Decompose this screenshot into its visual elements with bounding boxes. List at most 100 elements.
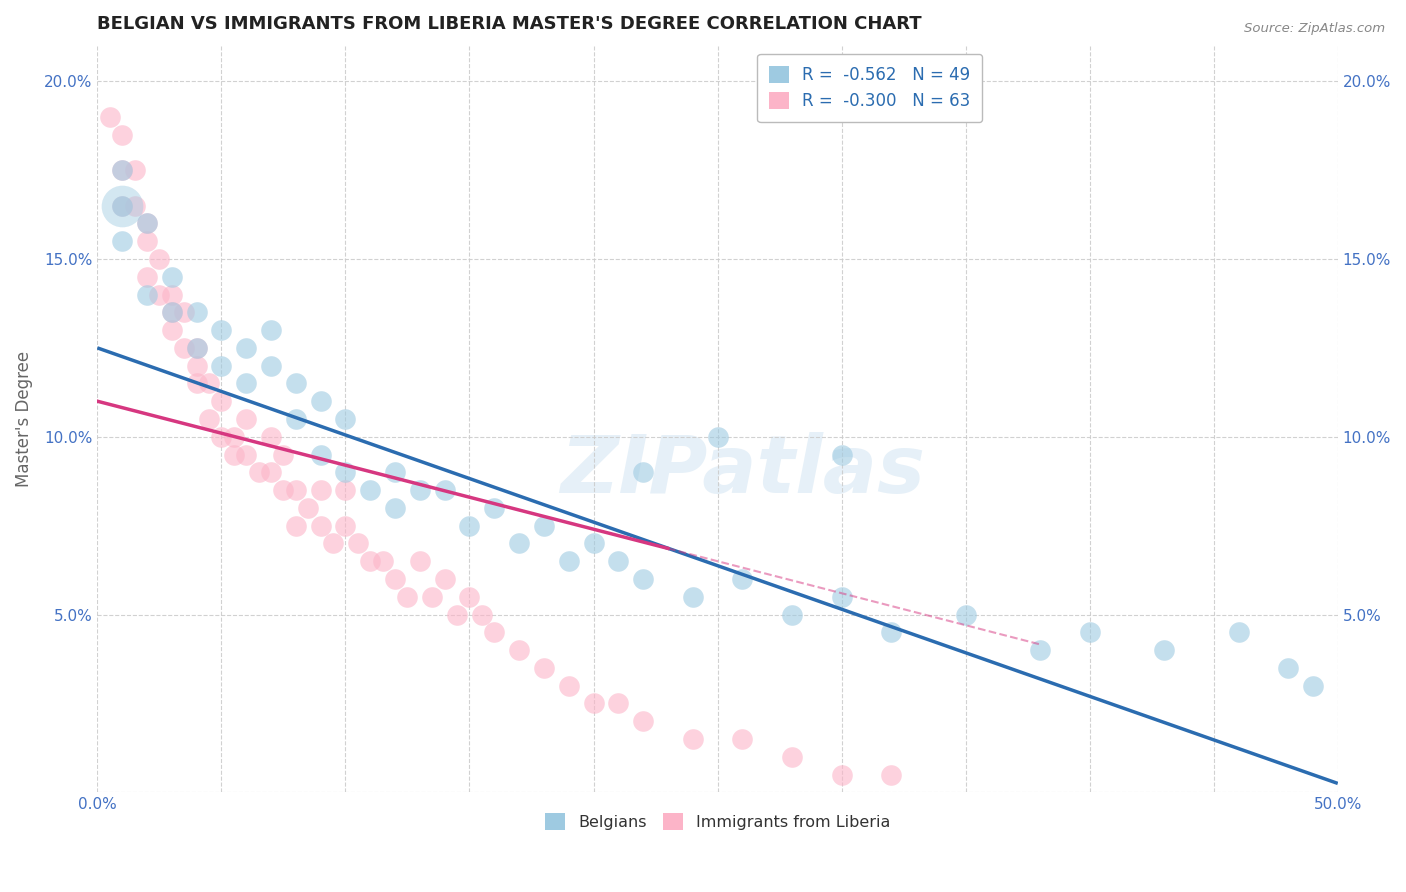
Text: BELGIAN VS IMMIGRANTS FROM LIBERIA MASTER'S DEGREE CORRELATION CHART: BELGIAN VS IMMIGRANTS FROM LIBERIA MASTE… [97, 15, 922, 33]
Point [335, 466, 357, 480]
Point [706, 430, 728, 444]
Point [880, 625, 903, 640]
Point [160, 323, 183, 337]
Point [309, 518, 332, 533]
Point [309, 394, 332, 409]
Text: Source: ZipAtlas.com: Source: ZipAtlas.com [1244, 22, 1385, 36]
Point [631, 572, 654, 586]
Point [186, 341, 208, 355]
Point [186, 359, 208, 373]
Point [136, 287, 159, 301]
Point [731, 572, 754, 586]
Point [371, 554, 394, 568]
Point [235, 341, 257, 355]
Point [557, 554, 579, 568]
Point [682, 590, 704, 604]
Point [1227, 625, 1250, 640]
Point [682, 731, 704, 746]
Point [160, 287, 183, 301]
Point [111, 234, 134, 248]
Point [273, 483, 295, 497]
Point [335, 412, 357, 426]
Point [508, 536, 530, 550]
Point [582, 697, 605, 711]
Point [607, 697, 630, 711]
Point [533, 661, 555, 675]
Point [1078, 625, 1101, 640]
Point [1153, 643, 1175, 657]
Point [173, 305, 195, 319]
Point [198, 412, 221, 426]
Point [396, 590, 419, 604]
Point [484, 625, 506, 640]
Point [433, 572, 456, 586]
Point [297, 500, 319, 515]
Point [160, 269, 183, 284]
Point [111, 199, 134, 213]
Point [260, 466, 283, 480]
Point [335, 518, 357, 533]
Point [260, 323, 283, 337]
Point [284, 518, 307, 533]
Point [198, 376, 221, 391]
Point [186, 376, 208, 391]
Point [209, 359, 232, 373]
Point [111, 128, 134, 142]
Point [260, 430, 283, 444]
Point [98, 110, 121, 124]
Point [235, 412, 257, 426]
Point [359, 554, 381, 568]
Y-axis label: Master's Degree: Master's Degree [15, 351, 32, 487]
Point [136, 269, 159, 284]
Point [533, 518, 555, 533]
Point [831, 448, 853, 462]
Text: ZIPatlas: ZIPatlas [560, 433, 925, 510]
Legend: Belgians, Immigrants from Liberia: Belgians, Immigrants from Liberia [538, 806, 897, 837]
Point [409, 554, 432, 568]
Point [160, 305, 183, 319]
Point [235, 376, 257, 391]
Point [260, 359, 283, 373]
Point [247, 466, 270, 480]
Point [484, 500, 506, 515]
Point [222, 448, 245, 462]
Point [322, 536, 344, 550]
Point [409, 483, 432, 497]
Point [136, 234, 159, 248]
Point [222, 430, 245, 444]
Point [631, 714, 654, 729]
Point [209, 323, 232, 337]
Point [1302, 679, 1324, 693]
Point [880, 767, 903, 781]
Point [607, 554, 630, 568]
Point [780, 749, 803, 764]
Point [1277, 661, 1299, 675]
Point [124, 199, 146, 213]
Point [309, 448, 332, 462]
Point [780, 607, 803, 622]
Point [173, 341, 195, 355]
Point [433, 483, 456, 497]
Point [347, 536, 370, 550]
Point [831, 590, 853, 604]
Point [384, 466, 406, 480]
Point [273, 448, 295, 462]
Point [1029, 643, 1052, 657]
Point [731, 731, 754, 746]
Point [186, 341, 208, 355]
Point [335, 483, 357, 497]
Point [235, 448, 257, 462]
Point [148, 287, 170, 301]
Point [582, 536, 605, 550]
Point [955, 607, 977, 622]
Point [111, 199, 134, 213]
Point [148, 252, 170, 266]
Point [631, 466, 654, 480]
Point [471, 607, 494, 622]
Point [111, 163, 134, 178]
Point [209, 394, 232, 409]
Point [458, 590, 481, 604]
Point [136, 216, 159, 230]
Point [458, 518, 481, 533]
Point [160, 305, 183, 319]
